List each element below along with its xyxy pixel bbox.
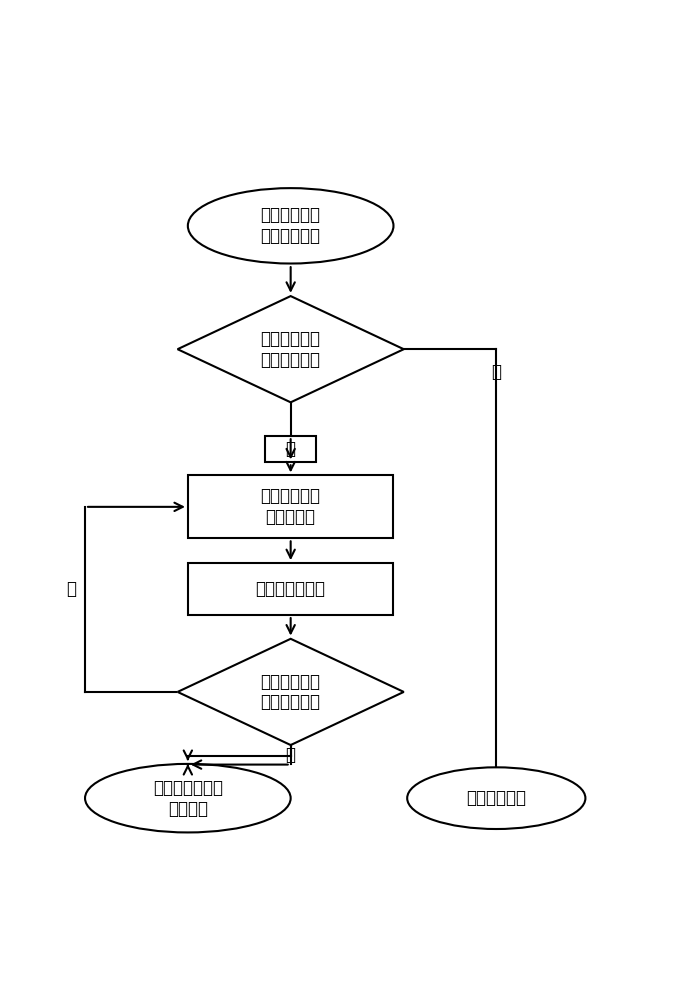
Text: 合环电流是否
满足允许条件: 合环电流是否 满足允许条件 — [261, 330, 321, 369]
Text: 移相器执行调节: 移相器执行调节 — [256, 580, 325, 598]
Text: 是: 是 — [491, 363, 501, 381]
Text: 执行合环操作: 执行合环操作 — [466, 789, 527, 807]
Text: 移相器控制器
计算调节值: 移相器控制器 计算调节值 — [261, 487, 321, 526]
Text: 否: 否 — [66, 580, 76, 598]
Text: 检验是否满足
合闸允许条件: 检验是否满足 合闸允许条件 — [261, 673, 321, 711]
Text: 是: 是 — [285, 746, 296, 764]
Text: 获取环路信息
合环电流计算: 获取环路信息 合环电流计算 — [261, 206, 321, 245]
Text: 执行移相器辅助
合环操作: 执行移相器辅助 合环操作 — [153, 779, 223, 818]
Text: 否: 否 — [285, 440, 296, 458]
FancyBboxPatch shape — [265, 436, 316, 462]
